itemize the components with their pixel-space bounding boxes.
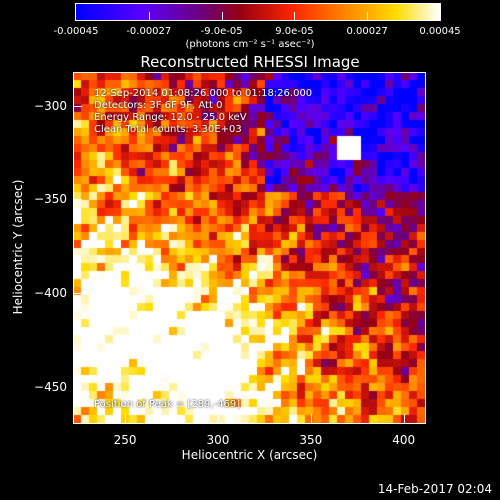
plot-title: Reconstructed RHESSI Image (140, 53, 360, 71)
y-tick-mark (73, 386, 82, 388)
colorbar-tick-label: -0.00045 (53, 26, 99, 37)
x-tick-label: 250 (113, 433, 137, 447)
y-tick-mark (73, 292, 82, 294)
colorbar-tick-mark (294, 12, 296, 20)
y-tick-mark (73, 105, 82, 107)
x-tick-mark (310, 414, 312, 423)
energy-range-label: Energy Range: 12.0 - 25.0 keV (94, 112, 247, 123)
plot-timestamp: 14-Feb-2017 02:04 (377, 482, 492, 496)
x-tick-label: 350 (299, 433, 323, 447)
colorbar-tick-mark (148, 12, 150, 20)
x-tick-mark (125, 414, 127, 423)
colorbar-gradient (76, 4, 440, 20)
x-tick-label: 300 (206, 433, 230, 447)
colorbar-tick-label: 9.0e-05 (275, 26, 314, 37)
colorbar-tick-label: 0.00045 (419, 26, 461, 37)
colorbar-tick-label: 0.00027 (346, 26, 388, 37)
y-tick-label: −400 (34, 285, 67, 300)
y-tick-label: −300 (34, 98, 67, 113)
x-tick-mark (217, 414, 219, 423)
x-tick-label: 400 (392, 433, 416, 447)
y-tick-mark (73, 199, 82, 201)
peak-position-label: Position of Peak = [289,-469] (94, 399, 241, 410)
colorbar-units: (photons cm⁻² s⁻¹ asec⁻²) (185, 39, 315, 50)
colorbar (75, 3, 441, 21)
colorbar-tick-label: -9.0e-05 (200, 26, 243, 37)
clean-counts-label: Clean Total counts: 3.30E+03 (94, 124, 242, 135)
plot-area: 12-Sep-2014 01:08:26.000 to 01:18:26.000… (73, 72, 426, 424)
x-tick-mark (403, 414, 405, 423)
x-axis-label: Heliocentric X (arcsec) (181, 448, 318, 462)
y-tick-label: −450 (34, 379, 67, 394)
heatmap-image (74, 73, 425, 423)
colorbar-tick-label: -0.00027 (126, 26, 172, 37)
y-tick-label: −350 (34, 192, 67, 207)
colorbar-tick-mark (367, 12, 369, 20)
time-range-label: 12-Sep-2014 01:08:26.000 to 01:18:26.000 (94, 88, 313, 99)
detectors-label: Detectors: 3F 6F 9F, Att 0 (94, 100, 223, 111)
y-axis-label: Heliocentric Y (arcsec) (11, 179, 25, 315)
colorbar-tick-mark (221, 12, 223, 20)
